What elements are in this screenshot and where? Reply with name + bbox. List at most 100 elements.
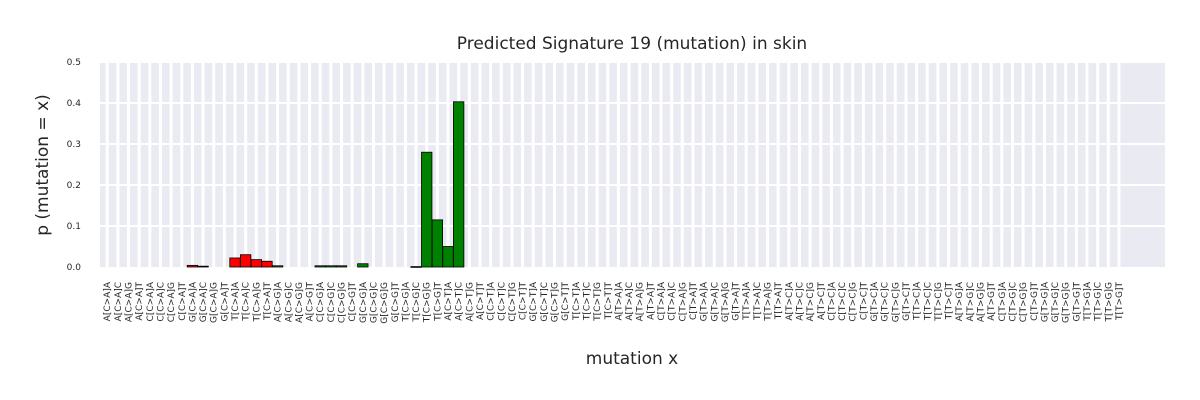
x-tick-label: A[C>A]T [135,282,145,321]
x-tick-label: C[C>T]G [508,282,518,322]
x-tick-label: C[T>A]T [689,281,699,320]
x-tick-label: A[C>T]A [444,281,454,321]
x-tick-label: A[C>G]C [284,282,294,322]
x-tick-label: T[C>A]A [231,281,241,322]
x-tick-label: A[C>T]T [476,281,486,320]
x-tick-label: A[C>G]A [274,281,284,322]
x-tick-label: T[C>A]T [263,281,273,321]
y-axis-label: p (mutation = x) [33,94,53,236]
x-tick-label: T[C>G]T [433,282,443,322]
chart-title: Predicted Signature 19 (mutation) in ski… [457,34,807,54]
x-tick-label: A[C>G]G [295,282,305,323]
x-tick-label: C[C>A]G [167,282,177,322]
vertical-gridlines [105,62,1121,267]
x-tick-label: T[C>T]A [572,281,582,321]
y-tick-label: 0.5 [67,58,81,68]
x-tick-label: C[T>A]A [657,281,667,321]
x-tick-label: A[C>T]C [455,282,465,321]
x-tick-label: C[C>A]C [156,282,166,322]
x-tick-label: T[C>G]A [401,281,411,322]
x-tick-label: T[C>T]G [593,282,603,322]
bar [442,246,454,268]
x-axis-label: mutation x [586,349,678,369]
x-tick-label: C[C>G]A [316,281,326,322]
bar [314,265,326,268]
bar [453,101,465,268]
bar [250,259,262,268]
bar [410,266,422,268]
y-tick-label: 0.0 [67,263,82,273]
x-tick-label: A[C>T]G [465,282,475,322]
x-tick-label: A[C>A]A [103,281,113,321]
x-tick-label: A[T>A]C [625,282,635,321]
x-tick-label: T[T>G]A [1083,281,1093,322]
y-tick-labels: 0.0 0.1 0.2 0.3 0.4 0.5 [67,58,82,273]
x-tick-label: T[T>G]C [1094,282,1104,322]
x-tick-label: G[C>A]C [199,282,209,322]
x-tick-label: C[T>A]G [678,282,688,322]
x-tick-label: T[C>T]T [604,282,614,321]
x-tick-label: T[T>A]G [764,282,774,322]
x-tick-label: A[T>C]G [806,282,816,322]
x-tick-label: C[T>G]G [1019,282,1029,322]
x-tick-label: G[T>A]C [710,282,720,321]
x-tick-label: T[T>C]A [913,281,923,321]
x-tick-label: T[T>A]T [774,282,784,321]
x-tick-label: G[C>T]C [540,282,550,322]
x-tick-label: A[T>A]G [636,282,646,321]
x-tick-label: G[T>A]A [700,281,710,321]
x-tick-label: G[T>C]G [891,282,901,322]
x-tick-label: C[T>C]A [827,281,837,321]
x-tick-label: G[T>C]T [902,282,912,321]
x-tick-label: G[T>A]T [732,282,742,321]
x-tick-label: C[T>C]G [849,282,859,322]
x-tick-label: C[T>C]C [838,282,848,321]
x-tick-label: T[C>A]G [252,282,262,323]
bar [186,264,199,268]
y-tick-label: 0.4 [67,99,82,109]
x-tick-label: C[C>A]A [146,281,156,321]
x-tick-label: G[T>G]G [1062,282,1072,323]
x-tick-label: A[T>G]C [966,282,976,321]
x-tick-label: G[T>G]C [1051,282,1061,322]
x-tick-label: G[C>A]G [210,282,220,323]
x-tick-label: T[T>G]T [1115,281,1125,321]
bar [421,151,433,268]
bar [197,265,209,268]
x-tick-label: T[T>A]A [742,281,752,321]
x-tick-label: C[T>G]C [1008,282,1018,322]
x-tick-label: G[C>G]T [391,282,401,323]
y-tick-label: 0.1 [67,222,81,232]
x-tick-label: G[C>G]A [359,281,369,323]
x-tick-label: T[T>A]C [753,282,763,321]
x-tick-label: A[C>A]C [114,282,124,321]
x-tick-label: T[T>G]G [1104,282,1114,323]
x-tick-label: C[C>G]T [348,282,358,322]
bar [431,219,443,268]
x-tick-label: G[C>A]A [188,281,198,322]
x-tick-label: G[C>T]G [551,282,561,322]
x-tick-label: A[T>G]G [977,282,987,322]
bar [240,254,252,268]
x-tick-label: A[C>G]T [306,282,316,322]
x-tick-label: G[T>G]T [1072,282,1082,322]
x-tick-label: A[T>C]C [795,282,805,321]
x-tick-label: C[C>T]C [497,282,507,321]
x-tick-label: T[T>C]T [945,282,955,321]
x-tick-label: G[T>C]C [881,282,891,322]
x-tick-label: G[C>G]C [369,282,379,323]
x-tick-label: A[T>A]T [646,282,656,320]
x-tick-label: T[C>G]C [412,282,422,323]
x-tick-label: G[C>T]A [529,281,539,321]
x-tick-label: G[C>A]T [220,282,230,322]
bar [325,265,337,268]
bars [186,101,465,268]
x-tick-label: C[C>G]C [327,282,337,322]
x-tick-label: G[C>T]T [561,282,571,321]
y-tick-label: 0.2 [67,181,81,191]
x-tick-label: G[C>G]G [380,282,390,324]
bar [271,265,284,268]
x-tick-labels: A[C>A]A A[C>A]C A[C>A]G A[C>A]T C[C>A]A C[C>A… [103,281,1125,324]
bar [229,257,241,268]
